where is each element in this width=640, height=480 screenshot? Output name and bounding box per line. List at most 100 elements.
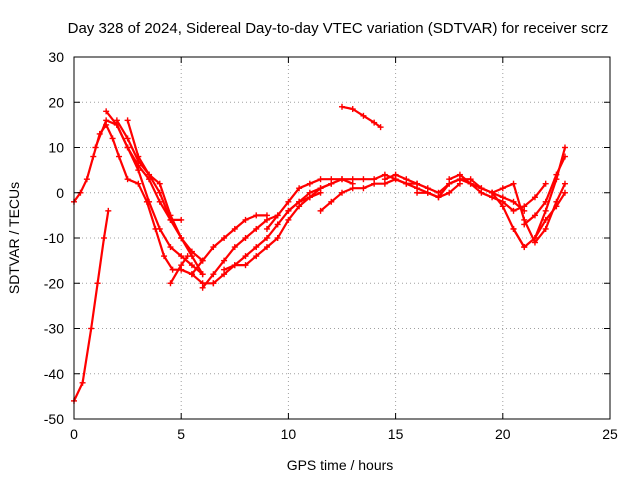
data-point — [317, 207, 324, 214]
data-point — [349, 106, 356, 113]
data-point — [531, 235, 538, 241]
data-point — [116, 153, 123, 160]
data-point — [242, 253, 249, 260]
data-point — [306, 180, 313, 187]
data-point — [317, 176, 324, 183]
data-point — [156, 180, 163, 187]
data-point — [242, 262, 249, 269]
data-point — [360, 185, 367, 192]
data-point — [339, 176, 345, 183]
data-point — [124, 144, 131, 151]
data-point — [146, 171, 153, 178]
data-point — [210, 271, 217, 278]
data-point — [188, 262, 195, 269]
data-point — [231, 244, 238, 251]
data-point — [135, 153, 142, 160]
data-point — [242, 235, 249, 241]
data-point — [456, 171, 463, 178]
data-point — [510, 225, 517, 232]
data-point — [263, 235, 270, 241]
data-point — [328, 198, 335, 205]
x-tick-label: 25 — [602, 426, 618, 442]
data-point — [377, 124, 384, 131]
data-point — [199, 271, 206, 278]
data-point — [521, 221, 528, 228]
y-tick-label: 10 — [48, 140, 64, 156]
data-point — [542, 207, 549, 214]
data-point — [199, 257, 206, 264]
data-point — [135, 180, 142, 187]
series-track-18 — [448, 173, 547, 212]
data-point — [178, 253, 185, 260]
x-tick-label: 5 — [177, 426, 185, 442]
data-point — [392, 171, 399, 178]
data-point — [231, 225, 238, 232]
data-point — [274, 235, 281, 241]
series-track-22 — [533, 191, 567, 240]
data-point — [210, 244, 217, 251]
data-point — [274, 212, 281, 219]
data-point — [178, 216, 185, 223]
data-point — [542, 180, 549, 187]
data-point — [317, 185, 324, 192]
data-point — [90, 153, 97, 160]
data-point — [285, 216, 292, 223]
data-point — [414, 189, 421, 196]
data-point — [561, 153, 568, 160]
data-point — [521, 244, 528, 251]
axis-ticks: 0 5 10 15 20 25 -50 -40 -30 -20 -10 0 10 20 30 — [44, 49, 618, 442]
data-point — [339, 189, 345, 196]
data-point — [161, 253, 168, 260]
data-point — [553, 171, 560, 178]
data-point — [531, 194, 538, 201]
data-point — [83, 176, 90, 183]
data-point — [167, 244, 174, 251]
data-point — [478, 189, 485, 196]
data-point — [306, 189, 313, 196]
data-point — [446, 189, 453, 196]
data-point — [156, 198, 163, 205]
data-point — [381, 176, 388, 183]
data-point — [424, 189, 431, 196]
data-point — [253, 225, 260, 232]
data-point — [210, 280, 217, 287]
data-point — [253, 244, 260, 251]
data-point — [167, 280, 174, 287]
data-point — [135, 167, 142, 174]
data-point — [103, 117, 110, 124]
data-point — [285, 207, 292, 214]
y-tick-label: -40 — [44, 366, 64, 382]
y-tick-label: -10 — [44, 230, 64, 246]
data-point — [435, 194, 442, 201]
data-point — [253, 253, 260, 260]
data-point — [188, 271, 195, 278]
data-point — [371, 180, 378, 187]
data-point — [542, 216, 549, 223]
data-point — [263, 216, 270, 223]
data-point — [274, 221, 281, 228]
data-point — [542, 225, 549, 232]
data-point — [231, 262, 238, 269]
data-point — [414, 180, 421, 187]
data-point — [169, 266, 176, 273]
data-point — [79, 379, 86, 386]
data-point — [296, 198, 303, 205]
data-point — [561, 144, 568, 151]
data-point — [221, 266, 228, 273]
data-point — [105, 207, 112, 214]
x-tick-label: 20 — [495, 426, 511, 442]
plot-data — [71, 103, 568, 404]
data-point — [199, 284, 206, 291]
x-axis-label: GPS time / hours — [287, 457, 394, 473]
data-point — [489, 189, 496, 196]
data-point — [510, 180, 517, 187]
x-tick-label: 0 — [70, 426, 78, 442]
data-point — [371, 119, 378, 126]
data-point — [253, 212, 260, 219]
data-point — [101, 235, 108, 241]
y-tick-label: 20 — [48, 94, 64, 110]
y-tick-label: -30 — [44, 321, 64, 337]
data-point — [510, 207, 517, 214]
data-point — [339, 103, 345, 110]
